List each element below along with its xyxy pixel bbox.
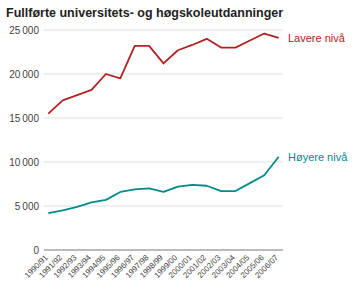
title: Fullførte universitets- og høgskoleutdan… <box>6 6 283 20</box>
y-tick-label: 20 000 <box>9 69 39 80</box>
x-tick-label: 2006/07 <box>253 253 280 280</box>
y-tick-label: 25 000 <box>9 25 39 36</box>
x-axis-line <box>44 250 283 251</box>
y-tick-label: 15 000 <box>9 113 39 124</box>
line <box>48 34 278 114</box>
y-tick-label: 0 <box>33 245 39 256</box>
y-tick-label: 5 000 <box>15 201 40 212</box>
chart: Fullførte universitets- og høgskoleutdan… <box>0 0 363 300</box>
grid-line <box>44 162 283 163</box>
chart-container: Fullførte universitets- og høgskoleutdan… <box>0 0 363 300</box>
grid-line <box>44 74 283 75</box>
y-tick-label: 10 000 <box>9 157 39 168</box>
plot-area <box>48 34 278 214</box>
grid-line <box>44 30 283 31</box>
line <box>48 157 278 213</box>
series-label: Lavere nivå <box>288 32 346 44</box>
grid <box>44 30 283 250</box>
series-label: Høyere nivå <box>288 151 348 163</box>
grid-line <box>44 118 283 119</box>
grid-line <box>44 250 283 251</box>
